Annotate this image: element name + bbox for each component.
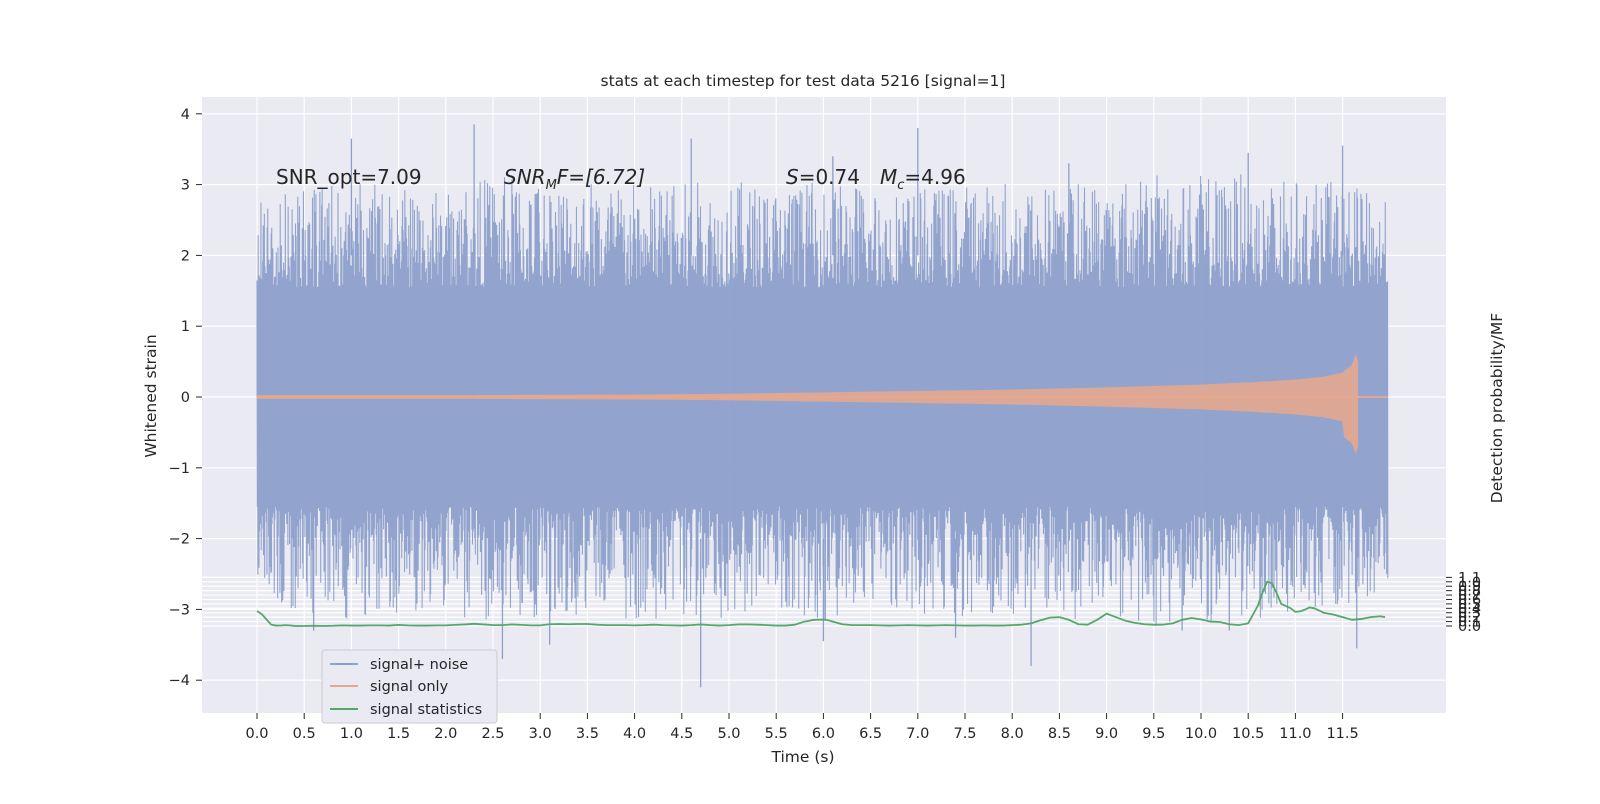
y-tick-label: −3 <box>169 602 190 618</box>
signal-only-envelope <box>256 354 1359 454</box>
y2-tick-label: 0.1 <box>1458 615 1481 631</box>
y-tick-label: −1 <box>169 461 190 477</box>
annotation-s: S=0.74 <box>786 165 860 189</box>
y2-tick-label: 0.6 <box>1458 592 1481 608</box>
x-tick-label: 9.0 <box>1095 726 1118 742</box>
annotation-snr-opt: SNR_opt=7.09 <box>276 165 422 189</box>
legend-label-signal-only: signal only <box>370 679 449 695</box>
x-tick-label: 5.5 <box>765 726 788 742</box>
x-tick-label: 11.0 <box>1279 726 1311 742</box>
y2-tick-label: 1.0 <box>1458 575 1481 591</box>
y2-tick-label: 0.8 <box>1458 584 1481 600</box>
x-tick-label: 1.5 <box>387 726 410 742</box>
x-tick-label: 11.5 <box>1326 726 1358 742</box>
annotation-mc: Mc=4.96 <box>880 165 966 193</box>
legend: signal+ noise signal only signal statist… <box>321 649 498 724</box>
x-axis-label: Time (s) <box>770 748 834 766</box>
x-tick-label: 7.0 <box>906 726 929 742</box>
signal-statistics-series <box>256 580 1386 627</box>
x-axis: 0.0 0.5 1.0 1.5 2.0 2.5 3.0 3.5 4.0 4.5 5.0 5.5 6.0 6… <box>245 713 1359 742</box>
y2-tick-label: 0.0 <box>1458 619 1481 635</box>
y-axis-label: Whitened strain <box>142 334 160 457</box>
annotation-snr-mf: SNRMF=[6.72] <box>504 165 645 193</box>
y-axis-left: −4 −3 −2 −1 0 1 2 3 4 <box>169 107 202 689</box>
legend-box <box>321 649 498 724</box>
x-tick-label: 4.5 <box>670 726 693 742</box>
legend-label-signal-noise: signal+ noise <box>370 657 468 673</box>
x-tick-label: 9.5 <box>1142 726 1165 742</box>
y2-tick-label: 0.2 <box>1458 610 1481 626</box>
signal-statistics-line <box>256 580 1386 627</box>
x-tick-label: 8.5 <box>1048 726 1071 742</box>
x-tick-label: 6.5 <box>859 726 882 742</box>
x-tick-label: 10.5 <box>1232 726 1264 742</box>
y-tick-label: 2 <box>181 248 190 264</box>
x-tick-label: 5.0 <box>717 726 740 742</box>
x-tick-label: 0.5 <box>293 726 316 742</box>
x-tick-label: 3.5 <box>576 726 599 742</box>
x-tick-label: 8.0 <box>1001 726 1024 742</box>
y2-tick-label: 0.5 <box>1458 597 1481 613</box>
y-tick-label: 3 <box>181 178 190 194</box>
y2-tick-label: 0.7 <box>1458 588 1481 604</box>
x-tick-label: 2.0 <box>434 726 457 742</box>
y2-tick-label: 0.4 <box>1458 601 1481 617</box>
y-axis-right: 0.00.10.20.30.40.50.60.70.80.91.01.1 <box>1446 570 1481 635</box>
y-tick-label: 4 <box>181 107 190 123</box>
x-tick-label: 0.0 <box>245 726 268 742</box>
x-tick-label: 3.0 <box>529 726 552 742</box>
y-tick-label: 0 <box>181 390 190 406</box>
x-tick-label: 4.0 <box>623 726 646 742</box>
x-tick-label: 10.0 <box>1185 726 1217 742</box>
y-tick-label: 1 <box>181 319 190 335</box>
y-tick-label: −2 <box>169 532 190 548</box>
legend-label-signal-statistics: signal statistics <box>370 702 482 718</box>
y-tick-label: −4 <box>169 673 190 689</box>
x-tick-label: 7.5 <box>953 726 976 742</box>
y2-axis-label: Detection probability/MF <box>1488 313 1506 504</box>
chart-title: stats at each timestep for test data 521… <box>601 72 1006 90</box>
y2-tick-label: 0.3 <box>1458 606 1481 622</box>
x-tick-label: 6.0 <box>812 726 835 742</box>
x-tick-label: 1.0 <box>340 726 363 742</box>
signal-only-series <box>256 354 1388 454</box>
y2-tick-label: 0.9 <box>1458 579 1481 595</box>
x-tick-label: 2.5 <box>481 726 504 742</box>
y2-tick-label: 1.1 <box>1458 570 1481 586</box>
